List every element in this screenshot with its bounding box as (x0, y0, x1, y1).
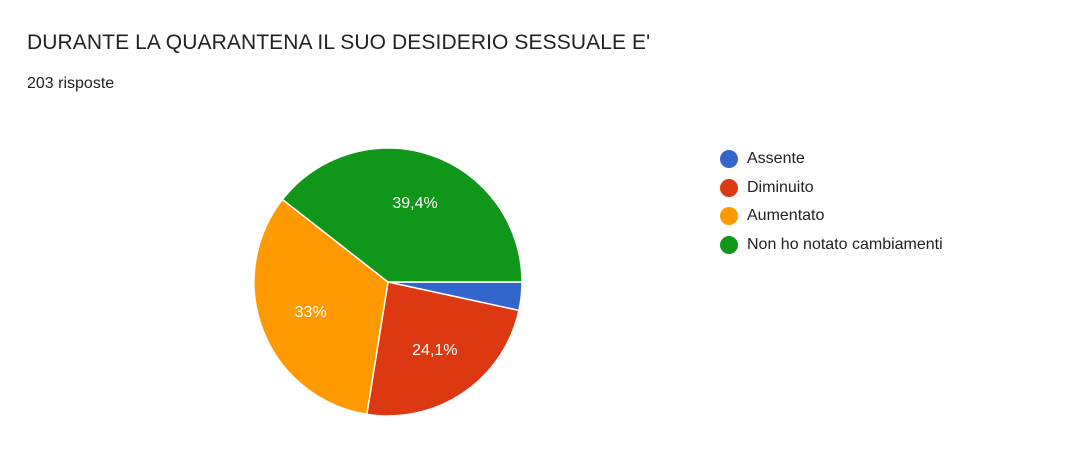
slice-label: 33% (295, 304, 327, 321)
legend-item[interactable]: Diminuito (720, 174, 943, 203)
pie-slice-diminuito[interactable] (366, 281, 520, 417)
slice-label: 39,4% (392, 195, 437, 212)
legend-swatch-icon (720, 235, 738, 254)
legend-label: Assente (747, 150, 805, 168)
response-count: 203 risposte (27, 75, 115, 92)
legend-label: Non ho notato cambiamenti (747, 235, 943, 253)
legend-swatch-icon (720, 150, 738, 169)
chart-legend: Assente Diminuito Aumentato Non ho notato c… (720, 145, 943, 259)
pie-slices (253, 147, 523, 417)
legend-item[interactable]: Non ho notato cambiamenti (720, 231, 943, 260)
pie-slice-non-ho-notato-cambiamenti[interactable] (281, 147, 523, 283)
pie-slice-aumentato[interactable] (253, 198, 389, 416)
legend-swatch-icon (720, 178, 738, 197)
pie-labels: 24,1% 33% 39,4% (295, 195, 458, 359)
chart-title: DURANTE LA QUARANTENA IL SUO DESIDERIO S… (27, 31, 651, 54)
slice-label: 24,1% (412, 342, 457, 359)
legend-label: Aumentato (747, 207, 825, 225)
legend-item[interactable]: Assente (720, 145, 943, 174)
legend-label: Diminuito (747, 178, 814, 196)
legend-swatch-icon (720, 207, 738, 226)
legend-item[interactable]: Aumentato (720, 202, 943, 231)
